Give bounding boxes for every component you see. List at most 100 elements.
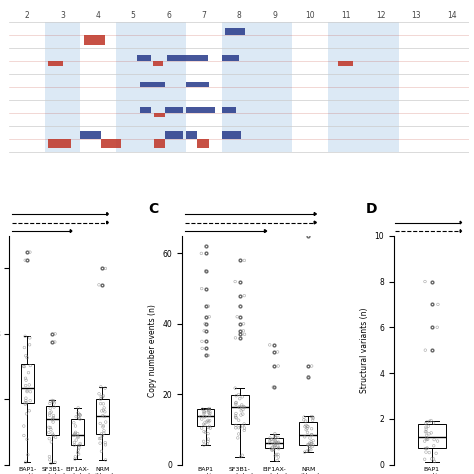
Text: C: C (148, 202, 159, 216)
Point (273, 439, 281, 447)
Point (71, 431, 78, 438)
Point (74, 449, 82, 456)
Point (309, 437, 317, 445)
Point (102, 456, 109, 464)
Point (309, 443, 316, 450)
Point (232, 413, 239, 421)
Point (304, 423, 312, 430)
Point (46, 435, 53, 442)
Point (233, 313, 241, 320)
Point (423, 444, 431, 452)
Text: 7: 7 (201, 11, 207, 20)
Point (204, 352, 212, 359)
Point (71, 438, 78, 446)
Point (305, 447, 312, 455)
Point (301, 423, 309, 430)
Point (25, 369, 32, 376)
Point (95, 281, 103, 289)
Bar (45, 22, 80, 152)
Point (23, 354, 31, 362)
Point (72, 453, 79, 461)
Point (271, 438, 278, 446)
Point (430, 442, 438, 449)
Point (232, 410, 240, 417)
Point (22, 382, 29, 389)
Point (97, 395, 104, 403)
Point (99, 393, 106, 401)
Point (20, 432, 27, 439)
Point (76, 411, 84, 419)
Point (235, 417, 242, 424)
Point (96, 419, 104, 427)
Point (23, 410, 30, 418)
Point (275, 445, 283, 453)
PathPatch shape (46, 406, 59, 435)
Point (271, 452, 279, 459)
Bar (257, 22, 292, 152)
Point (198, 424, 205, 432)
Point (97, 383, 105, 391)
Point (235, 424, 242, 431)
Point (49, 415, 56, 422)
Point (231, 278, 239, 285)
Point (99, 432, 106, 439)
Point (95, 390, 103, 398)
PathPatch shape (300, 422, 317, 445)
Point (203, 418, 210, 426)
Point (309, 413, 317, 421)
Text: 10: 10 (305, 11, 315, 20)
Point (430, 455, 438, 463)
Point (421, 346, 429, 354)
Point (201, 409, 208, 416)
Point (300, 413, 308, 421)
Point (97, 393, 105, 401)
Point (49, 416, 56, 424)
Point (46, 400, 54, 407)
Point (306, 442, 313, 450)
Text: 6: 6 (166, 11, 171, 20)
Point (268, 444, 276, 451)
Point (22, 394, 30, 402)
Point (304, 428, 311, 436)
Point (70, 432, 78, 439)
Point (74, 430, 82, 438)
Point (74, 413, 82, 420)
Point (100, 406, 107, 414)
Point (307, 446, 315, 454)
Point (238, 393, 246, 401)
Point (74, 446, 82, 454)
Point (237, 302, 244, 310)
Point (74, 433, 82, 441)
Point (101, 439, 109, 447)
Point (71, 441, 78, 449)
Point (203, 440, 211, 447)
Point (46, 398, 54, 405)
Point (232, 424, 239, 432)
Point (231, 384, 239, 392)
Point (98, 407, 105, 415)
Point (97, 435, 104, 442)
PathPatch shape (231, 395, 249, 424)
Point (70, 419, 78, 427)
Point (200, 410, 208, 418)
PathPatch shape (265, 438, 283, 448)
Point (99, 412, 107, 419)
Point (240, 292, 248, 300)
Point (430, 419, 438, 427)
Point (206, 417, 213, 425)
Point (238, 402, 246, 410)
Point (270, 440, 277, 448)
Bar (116, 22, 151, 152)
Point (421, 438, 428, 445)
Point (237, 407, 245, 415)
Point (200, 441, 208, 449)
Point (266, 437, 273, 445)
Point (48, 397, 56, 404)
Point (305, 442, 313, 450)
Point (423, 434, 430, 442)
Point (272, 433, 279, 441)
Point (232, 412, 239, 419)
Point (422, 423, 430, 431)
Point (199, 345, 206, 352)
Point (97, 400, 104, 408)
